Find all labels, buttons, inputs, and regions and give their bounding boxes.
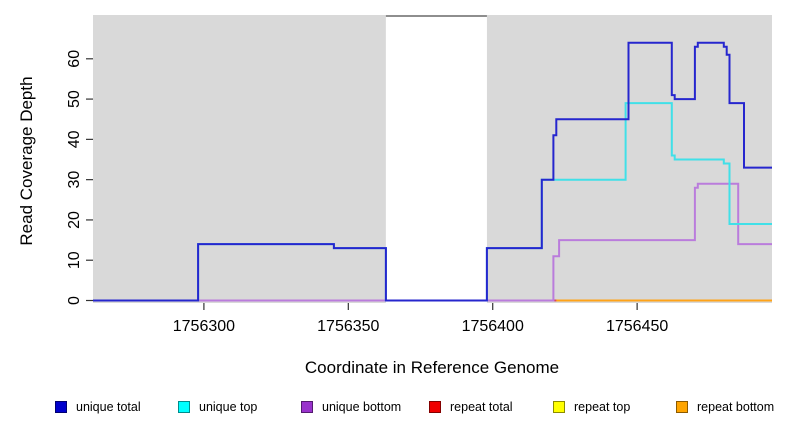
legend-label: repeat bottom xyxy=(697,400,775,414)
legend-item-repeat-bottom: repeat bottom xyxy=(676,399,774,415)
y-tick-label: 60 xyxy=(66,50,83,68)
series-unique-total xyxy=(93,41,772,302)
legend-label: repeat total xyxy=(450,400,513,414)
series-unique-bottom xyxy=(93,182,772,302)
x-tick-label: 1756450 xyxy=(606,318,668,335)
legend-swatch-repeat-bottom-icon xyxy=(676,401,688,413)
y-tick-label: 20 xyxy=(66,211,83,229)
legend: unique total unique top unique bottom re… xyxy=(0,399,792,421)
gap-region xyxy=(385,15,487,303)
legend-label: repeat top xyxy=(574,400,631,414)
legend-swatch-unique-top-icon xyxy=(178,401,190,413)
legend-item-unique-top: unique top xyxy=(178,399,257,415)
x-tick-label: 1756400 xyxy=(462,318,524,335)
y-tick-label: 40 xyxy=(66,130,83,148)
legend-swatch-repeat-total-icon xyxy=(429,401,441,413)
legend-label: unique total xyxy=(76,400,141,414)
legend-item-unique-total: unique total xyxy=(55,399,141,415)
legend-item-unique-bottom: unique bottom xyxy=(301,399,401,415)
x-axis-title: Coordinate in Reference Genome xyxy=(304,358,560,377)
y-tick-label: 30 xyxy=(66,171,83,189)
legend-swatch-unique-total-icon xyxy=(55,401,67,413)
x-tick-label: 1756350 xyxy=(317,318,379,335)
legend-item-repeat-top: repeat top xyxy=(553,399,630,415)
x-tick-label: 1756300 xyxy=(173,318,235,335)
legend-item-repeat-total: repeat total xyxy=(429,399,513,415)
y-tick-label: 0 xyxy=(66,296,83,305)
y-axis-title: Read Coverage Depth xyxy=(17,76,36,246)
legend-swatch-repeat-top-icon xyxy=(553,401,565,413)
y-tick-label: 10 xyxy=(66,251,83,269)
y-tick-label: 50 xyxy=(66,90,83,108)
legend-label: unique bottom xyxy=(322,400,402,414)
legend-swatch-unique-bottom-icon xyxy=(301,401,313,413)
legend-label: unique top xyxy=(199,400,258,414)
